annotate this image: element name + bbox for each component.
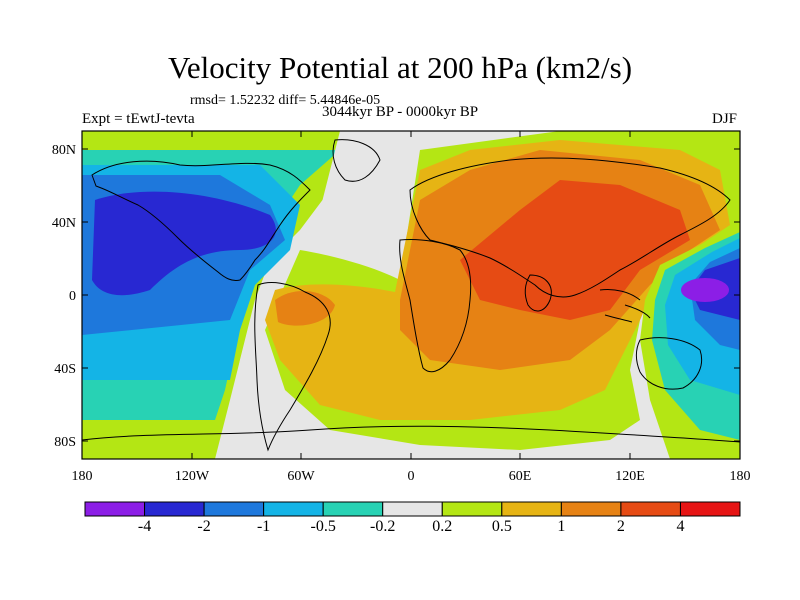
west-pacific-negative-region — [640, 225, 740, 459]
colorbar-swatch — [144, 501, 205, 517]
colorbar-label: 0.2 — [432, 518, 453, 535]
colorbar-swatch — [382, 501, 443, 517]
coastlines — [82, 139, 740, 452]
y-tick-label: 40S — [54, 362, 76, 377]
neutral-gap — [300, 131, 420, 285]
colorbar-swatch — [322, 501, 384, 517]
y-tick-label: 80S — [54, 435, 76, 450]
x-tick-label: 120E — [615, 469, 645, 484]
x-tick-label: 0 — [408, 469, 415, 484]
stats-line: rmsd= 1.52232 diff= 5.44846e-05 — [190, 93, 381, 108]
map-field — [82, 131, 740, 459]
colorbar-label: -2 — [197, 518, 211, 535]
colorbar-swatch — [203, 501, 265, 517]
colorbar-swatch — [441, 501, 503, 517]
colorbar-swatch — [84, 501, 146, 517]
colorbar — [84, 501, 741, 517]
period-label: 3044kyr BP - 0000kyr BP — [322, 104, 479, 120]
colorbar-swatch — [560, 501, 622, 517]
colorbar-label: -0.2 — [370, 518, 396, 535]
axis-ticks — [81, 131, 741, 459]
colorbar-label: 2 — [616, 518, 625, 535]
x-tick-label: 120W — [175, 469, 210, 484]
map-title: Velocity Potential at 200 hPa (km2/s) — [167, 50, 633, 85]
colorbar-swatch — [501, 501, 562, 517]
colorbar-label: 1 — [557, 518, 566, 535]
experiment-label: Expt = tEwtJ-tevta — [82, 111, 195, 127]
x-tick-label: 180 — [730, 469, 751, 484]
x-tick-labels: 180 120W 60W 0 60E 120E 180 — [72, 469, 751, 484]
colorbar-swatch — [620, 501, 681, 517]
negative-anomaly-region — [82, 131, 385, 459]
y-tick-label: 0 — [69, 289, 76, 304]
colorbar-label: 0.5 — [491, 518, 512, 535]
colorbar-label: 4 — [676, 518, 685, 535]
positive-anomaly-region — [265, 131, 740, 450]
colorbar-label: -4 — [137, 518, 152, 535]
colorbar-swatch — [679, 501, 741, 517]
x-tick-label: 60W — [287, 469, 315, 484]
y-tick-label: 80N — [52, 143, 76, 158]
season-label: DJF — [712, 111, 738, 127]
y-tick-labels: 80N 40N 0 40S 80S — [52, 143, 76, 450]
colorbar-label: -1 — [256, 518, 271, 535]
x-tick-label: 60E — [509, 469, 532, 484]
y-tick-label: 40N — [52, 216, 76, 231]
colorbar-label: -0.5 — [310, 518, 336, 535]
colorbar-swatch — [263, 501, 324, 517]
x-tick-label: 180 — [72, 469, 93, 484]
